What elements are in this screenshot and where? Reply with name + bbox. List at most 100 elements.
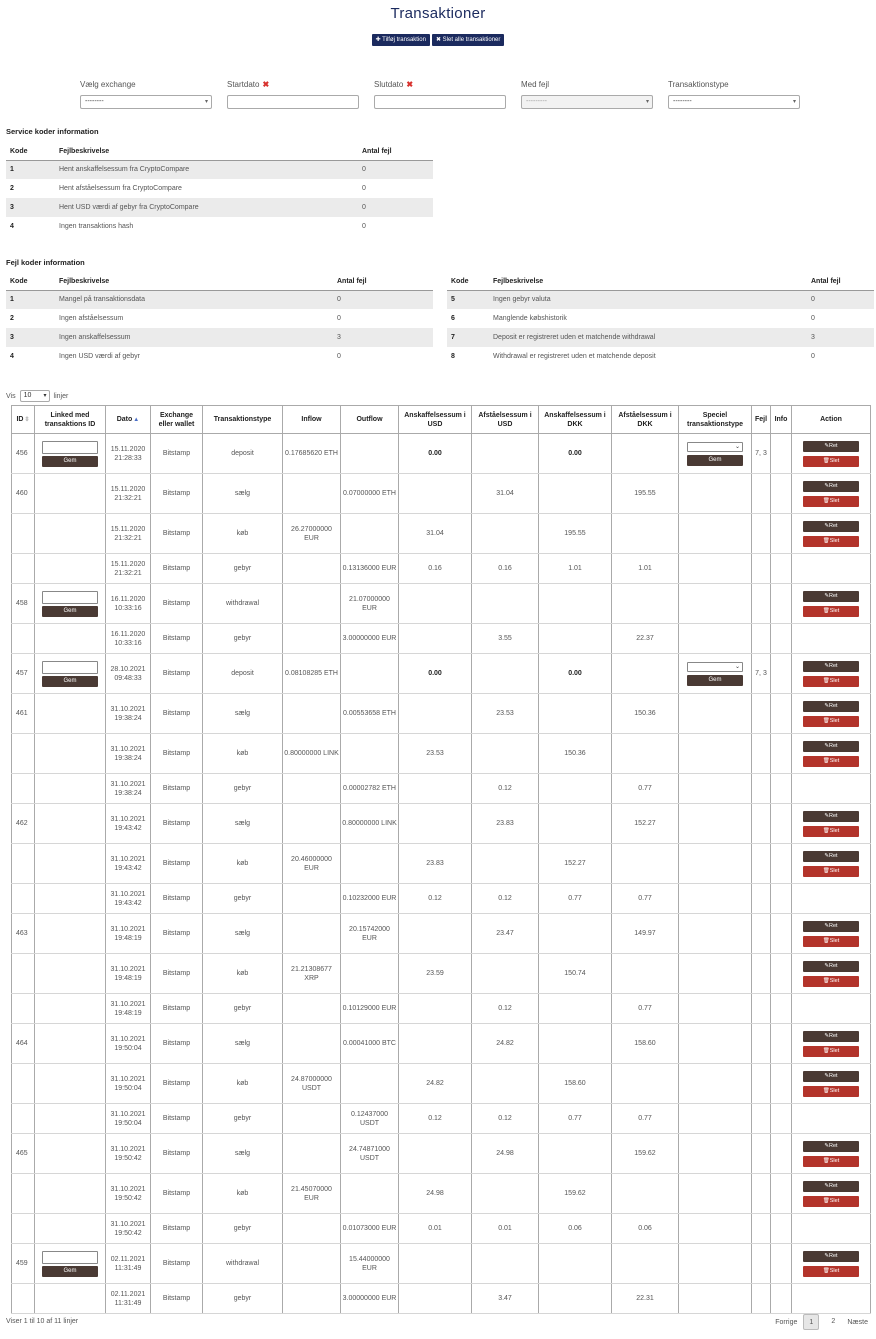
column-header[interactable]: Afståelsessum i DKK xyxy=(611,405,679,434)
special-type-select[interactable]: ⌄ xyxy=(687,441,743,452)
ret-button[interactable]: ✎Ret xyxy=(803,700,859,712)
slet-button[interactable]: 🗑Slet xyxy=(803,1195,859,1207)
column-header[interactable]: Anskaffelsessum i USD xyxy=(398,405,472,434)
fejl-cell[interactable] xyxy=(751,913,771,954)
column-header[interactable]: Outflow xyxy=(340,405,399,434)
fejl-cell[interactable] xyxy=(751,693,771,734)
slet-button[interactable]: 🗑Slet xyxy=(803,975,859,987)
fejl-cell[interactable] xyxy=(751,803,771,844)
slet-button[interactable]: 🗑Slet xyxy=(803,535,859,547)
linked-id-input[interactable] xyxy=(42,660,98,674)
fejl-cell[interactable]: 7, 3 xyxy=(751,433,771,474)
slet-button[interactable]: 🗑Slet xyxy=(803,1045,859,1057)
slet-button[interactable]: 🗑Slet xyxy=(803,495,859,507)
fejl-cell[interactable] xyxy=(751,1243,771,1284)
column-header[interactable]: Exchange eller wallet xyxy=(150,405,203,434)
fejl-cell[interactable] xyxy=(751,583,771,624)
fejl-cell[interactable] xyxy=(751,773,771,804)
fejl-cell[interactable] xyxy=(751,1133,771,1174)
ret-button[interactable]: ✎Ret xyxy=(803,960,859,972)
ret-button[interactable]: ✎Ret xyxy=(803,740,859,752)
fejl-cell[interactable] xyxy=(751,473,771,514)
next-page[interactable]: Næste xyxy=(847,1318,868,1326)
slet-button[interactable]: 🗑Slet xyxy=(803,1085,859,1097)
column-header[interactable]: Action xyxy=(791,405,871,434)
fejl-cell[interactable] xyxy=(751,733,771,774)
slet-button[interactable]: 🗑Slet xyxy=(803,605,859,617)
filter-date-input[interactable] xyxy=(227,95,359,109)
ret-button[interactable]: ✎Ret xyxy=(803,850,859,862)
slet-button[interactable]: 🗑Slet xyxy=(803,1265,859,1277)
ret-button[interactable]: ✎Ret xyxy=(803,1180,859,1192)
special-type-select[interactable]: ⌄ xyxy=(687,661,743,672)
gem-button[interactable]: Gem xyxy=(42,605,98,617)
fejl-cell[interactable] xyxy=(751,953,771,994)
info-row: 8 Withdrawal er registreret uden et match… xyxy=(447,347,874,366)
fejl-cell[interactable] xyxy=(751,883,771,914)
gem-button[interactable]: Gem xyxy=(42,455,98,467)
ret-button[interactable]: ✎Ret xyxy=(803,1250,859,1262)
gem-button[interactable]: Gem xyxy=(687,454,743,466)
fejl-cell[interactable] xyxy=(751,623,771,654)
column-header[interactable]: ID⇳ xyxy=(11,405,35,434)
linked-id-input[interactable] xyxy=(42,1250,98,1264)
slet-button[interactable]: 🗑Slet xyxy=(803,715,859,727)
ret-button[interactable]: ✎Ret xyxy=(803,1140,859,1152)
column-header[interactable]: Transaktionstype xyxy=(202,405,283,434)
ret-button[interactable]: ✎Ret xyxy=(803,1030,859,1042)
slet-button[interactable]: 🗑Slet xyxy=(803,455,859,467)
fejl-cell[interactable] xyxy=(751,993,771,1024)
column-header[interactable]: Inflow xyxy=(282,405,341,434)
prev-page[interactable]: Forrige xyxy=(775,1318,798,1326)
filter-select[interactable]: -------- ▾ xyxy=(668,95,800,109)
slet-button[interactable]: 🗑Slet xyxy=(803,935,859,947)
slet-button[interactable]: 🗑Slet xyxy=(803,1155,859,1167)
ret-button[interactable]: ✎Ret xyxy=(803,590,859,602)
ret-button[interactable]: ✎Ret xyxy=(803,520,859,532)
slet-button[interactable]: 🗑Slet xyxy=(803,825,859,837)
add-transaction-button[interactable]: ✚ Tilføj transaktion xyxy=(371,34,430,46)
type-cell: gebyr xyxy=(202,623,283,654)
gem-button[interactable]: Gem xyxy=(687,674,743,686)
type-cell: gebyr xyxy=(202,1213,283,1244)
fejl-cell[interactable] xyxy=(751,1173,771,1214)
fejl-cell[interactable] xyxy=(751,513,771,554)
column-header[interactable]: Anskaffelsessum i DKK xyxy=(538,405,612,434)
fejl-cell[interactable] xyxy=(751,1283,771,1314)
linked-id-input[interactable] xyxy=(42,590,98,604)
length-select[interactable]: 10 ▾ xyxy=(19,390,50,402)
ret-button[interactable]: ✎Ret xyxy=(803,480,859,492)
column-header[interactable]: Linked med transaktions ID xyxy=(34,405,106,434)
fejl-cell[interactable]: 7, 3 xyxy=(751,653,771,694)
column-header[interactable]: Dato▲ xyxy=(105,405,151,434)
linked-cell xyxy=(34,1103,106,1134)
fejl-cell[interactable] xyxy=(751,1063,771,1104)
ret-button[interactable]: ✎Ret xyxy=(803,920,859,932)
column-header[interactable]: Speciel transaktionstype xyxy=(678,405,752,434)
fejl-cell[interactable] xyxy=(751,553,771,584)
ret-button[interactable]: ✎Ret xyxy=(803,810,859,822)
fejl-cell[interactable] xyxy=(751,1103,771,1134)
slet-button[interactable]: 🗑Slet xyxy=(803,675,859,687)
ret-button[interactable]: ✎Ret xyxy=(803,1070,859,1082)
column-header[interactable]: Info xyxy=(770,405,792,434)
filter-date-input[interactable] xyxy=(374,95,506,109)
info-cell: Ingen anskaffelsessum xyxy=(55,328,333,347)
gem-button[interactable]: Gem xyxy=(42,675,98,687)
page-2[interactable]: 2 xyxy=(831,1318,836,1325)
fejl-cell[interactable] xyxy=(751,1023,771,1064)
info-cell xyxy=(770,1173,792,1214)
ret-button[interactable]: ✎Ret xyxy=(803,440,859,452)
fejl-cell[interactable] xyxy=(751,843,771,884)
filter-select[interactable]: -------- ▾ xyxy=(80,95,212,109)
column-header[interactable]: Fejl xyxy=(751,405,771,434)
linked-id-input[interactable] xyxy=(42,440,98,454)
page-1[interactable]: 1 xyxy=(803,1314,820,1330)
slet-button[interactable]: 🗑Slet xyxy=(803,865,859,877)
delete-all-transactions-button[interactable]: ✖ Slet alle transaktioner xyxy=(431,34,505,46)
fejl-cell[interactable] xyxy=(751,1213,771,1244)
gem-button[interactable]: Gem xyxy=(42,1265,98,1277)
ret-button[interactable]: ✎Ret xyxy=(803,660,859,672)
column-header[interactable]: Afståelsessum i USD xyxy=(471,405,539,434)
slet-button[interactable]: 🗑Slet xyxy=(803,755,859,767)
